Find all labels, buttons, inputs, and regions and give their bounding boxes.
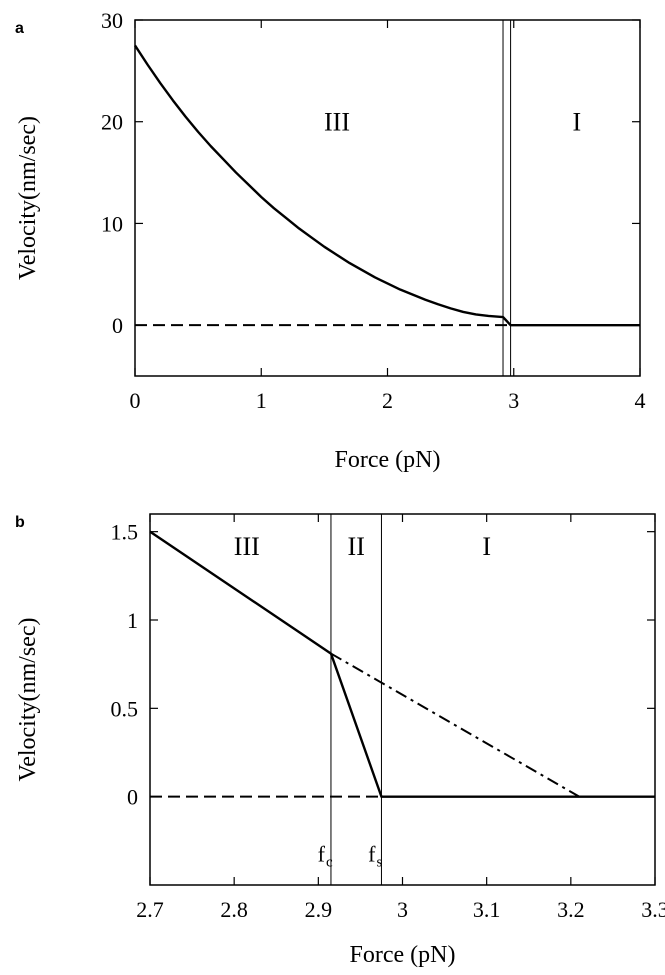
x-tick-label: 3.3: [641, 897, 665, 922]
boundary-force-label-subscript: c: [326, 855, 333, 871]
x-tick-label: 3: [508, 388, 519, 413]
series-line-dashdot: [330, 652, 580, 798]
x-tick-label: 4: [635, 388, 646, 413]
region-label: III: [324, 108, 350, 137]
y-tick-label: 10: [101, 211, 123, 236]
y-tick-label: 0.5: [111, 696, 139, 721]
x-axis-title: Force (pN): [335, 447, 441, 473]
panel-label: b: [15, 514, 25, 531]
boundary-force-label: f: [318, 842, 326, 867]
series-line-solid: [149, 530, 655, 798]
region-label: III: [234, 532, 260, 561]
x-tick-label: 3: [397, 897, 408, 922]
region-label: II: [348, 532, 365, 561]
series-line-solid: [133, 44, 640, 327]
y-tick-label: 0: [127, 785, 138, 810]
x-tick-label: 0: [130, 388, 141, 413]
y-tick-label: 1.5: [111, 520, 139, 545]
x-tick-label: 2.9: [305, 897, 333, 922]
x-tick-label: 2.7: [136, 897, 164, 922]
x-tick-label: 2.8: [220, 897, 248, 922]
chart-panel-b: b2.7 2.8 2.9 3 3.1 3.2 3.300.511.5 III II If c f sFo…: [15, 513, 665, 968]
panel-label: a: [15, 20, 24, 37]
boundary-force-label: f: [368, 842, 376, 867]
y-tick-label: 1: [127, 608, 138, 633]
y-tick-label: 0: [112, 313, 123, 338]
y-tick-label: 20: [101, 110, 123, 135]
plot-frame: [149, 513, 656, 886]
y-tick-label: 30: [101, 8, 123, 33]
y-axis-title: Velocity(nm/sec): [15, 618, 41, 782]
boundary-force-label-subscript: s: [376, 855, 382, 871]
region-label: I: [482, 532, 491, 561]
region-label: I: [573, 108, 582, 137]
x-tick-label: 2: [382, 388, 393, 413]
x-tick-label: 1: [256, 388, 267, 413]
x-tick-label: 3.1: [473, 897, 501, 922]
y-axis-title: Velocity(nm/sec): [15, 116, 41, 280]
x-axis-title: Force (pN): [350, 942, 456, 968]
plot-frame: [134, 19, 641, 377]
x-tick-label: 3.2: [557, 897, 585, 922]
